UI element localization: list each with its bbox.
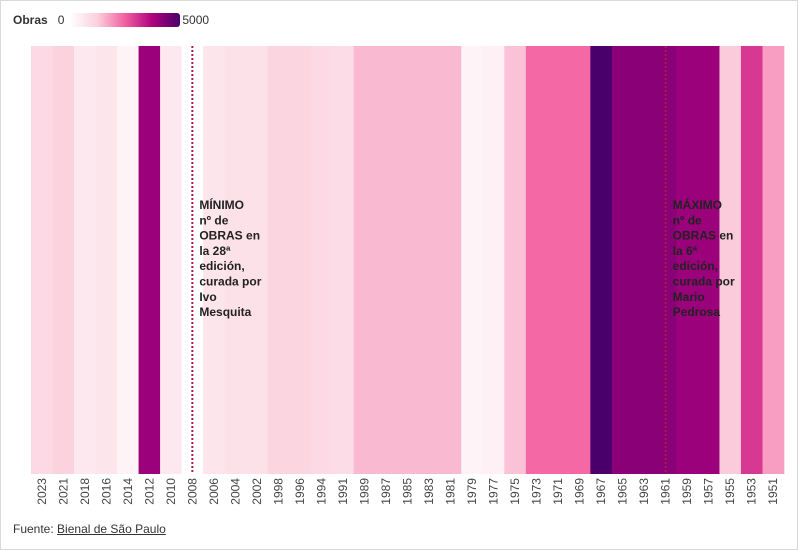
source-label: Fuente: [13, 522, 54, 536]
x-tick-label-1955: 1955 [723, 478, 737, 505]
heatmap-cell-2010 [160, 46, 182, 474]
legend-color-ramp [70, 13, 181, 27]
x-tick-label-1996: 1996 [293, 478, 307, 505]
x-tick-label-1979: 1979 [465, 478, 479, 505]
heatmap-cell-1971 [547, 46, 570, 474]
x-tick-label-1967: 1967 [594, 478, 608, 505]
heatmap-cell-1985 [396, 46, 419, 474]
x-tick-label-1977: 1977 [487, 478, 501, 505]
heatmap-cell-1957 [697, 46, 720, 474]
x-tick-label-1981: 1981 [444, 478, 458, 505]
heatmap-cell-2004 [224, 46, 247, 474]
x-tick-label-2014: 2014 [121, 478, 135, 505]
heatmap-cell-2012 [138, 46, 161, 474]
x-tick-label-2012: 2012 [142, 478, 156, 505]
x-tick-label-1985: 1985 [401, 478, 415, 505]
source-link[interactable]: Bienal de São Paulo [57, 522, 166, 536]
heatmap-cell-1955 [719, 46, 742, 474]
heatmap-cell-2006 [203, 46, 225, 474]
x-tick-label-2010: 2010 [164, 478, 178, 505]
heatmap-cell-1951 [762, 46, 785, 474]
x-tick-label-1987: 1987 [379, 478, 393, 505]
heatmap-cell-2023 [31, 46, 53, 474]
x-tick-label-1971: 1971 [551, 478, 565, 505]
heatmap-cell-1987 [375, 46, 398, 474]
x-tick-label-2004: 2004 [228, 478, 242, 505]
x-tick-label-1959: 1959 [680, 478, 694, 505]
heatmap-cell-1981 [439, 46, 462, 474]
heatmap-cell-1991 [332, 46, 355, 474]
x-tick-label-1951: 1951 [766, 478, 780, 505]
heatmap-cell-1959 [676, 46, 699, 474]
color-legend: Obras 0 5000 [13, 11, 209, 29]
x-tick-label-1969: 1969 [573, 478, 587, 505]
x-tick-label-1961: 1961 [659, 478, 673, 505]
x-tick-label-2023: 2023 [35, 478, 49, 505]
annotation-text-2: MÁXIMO nº de OBRAS en la 6ª edición, curada p… [673, 197, 735, 319]
heatmap-cell-2014 [117, 46, 139, 474]
heatmap-cell-1953 [740, 46, 763, 474]
x-tick-label-2008: 2008 [185, 478, 199, 505]
x-tick-label-2002: 2002 [250, 478, 264, 505]
heatmap-cell-1965 [611, 46, 634, 474]
x-tick-label-1994: 1994 [314, 478, 328, 505]
heatmap-cell-2018 [74, 46, 96, 474]
legend-max-label: 5000 [182, 13, 210, 27]
x-tick-label-1998: 1998 [271, 478, 285, 505]
x-tick-label-1965: 1965 [616, 478, 630, 505]
heatmap-cell-1989 [353, 46, 376, 474]
heatmap-cell-1975 [504, 46, 527, 474]
x-tick-label-1989: 1989 [357, 478, 371, 505]
heatmap-cell-1973 [525, 46, 548, 474]
heatmap-cell-1969 [568, 46, 591, 474]
heatmap-cell-1979 [461, 46, 484, 474]
x-tick-label-1983: 1983 [422, 478, 436, 505]
heatmap-cell-2021 [52, 46, 75, 474]
x-tick-label-2018: 2018 [78, 478, 92, 505]
x-tick-label-1957: 1957 [702, 478, 716, 505]
legend-min-label: 0 [57, 13, 65, 27]
heatmap-cell-1977 [482, 46, 505, 474]
x-tick-label-1953: 1953 [745, 478, 759, 505]
legend-title: Obras [13, 13, 48, 27]
x-tick-label-1963: 1963 [637, 478, 651, 505]
x-tick-label-1973: 1973 [530, 478, 544, 505]
heatmap-cell-2016 [95, 46, 118, 474]
heatmap-cell-1967 [590, 46, 613, 474]
x-tick-label-2006: 2006 [207, 478, 221, 505]
x-tick-label-2016: 2016 [99, 478, 113, 505]
heatmap-cell-1994 [310, 46, 333, 474]
x-tick-label-1975: 1975 [508, 478, 522, 505]
heatmap-cell-1996 [289, 46, 311, 474]
heatmap-cell-1998 [267, 46, 290, 474]
x-tick-label-1991: 1991 [336, 478, 350, 505]
heatmap-cell-1983 [418, 46, 441, 474]
source-note: Fuente: Bienal de São Paulo [13, 522, 166, 536]
annotation-text-1: MÍNIMO nº de OBRAS en la 28ª edición, curada … [199, 197, 261, 319]
heatmap-chart: 2023 2021 2018 2016 2014 2012 2010 2008 2006 2004… [31, 46, 785, 505]
heatmap-cell-1963 [633, 46, 656, 474]
x-tick-label-2021: 2021 [56, 478, 70, 505]
heatmap-cell-2002 [246, 46, 268, 474]
